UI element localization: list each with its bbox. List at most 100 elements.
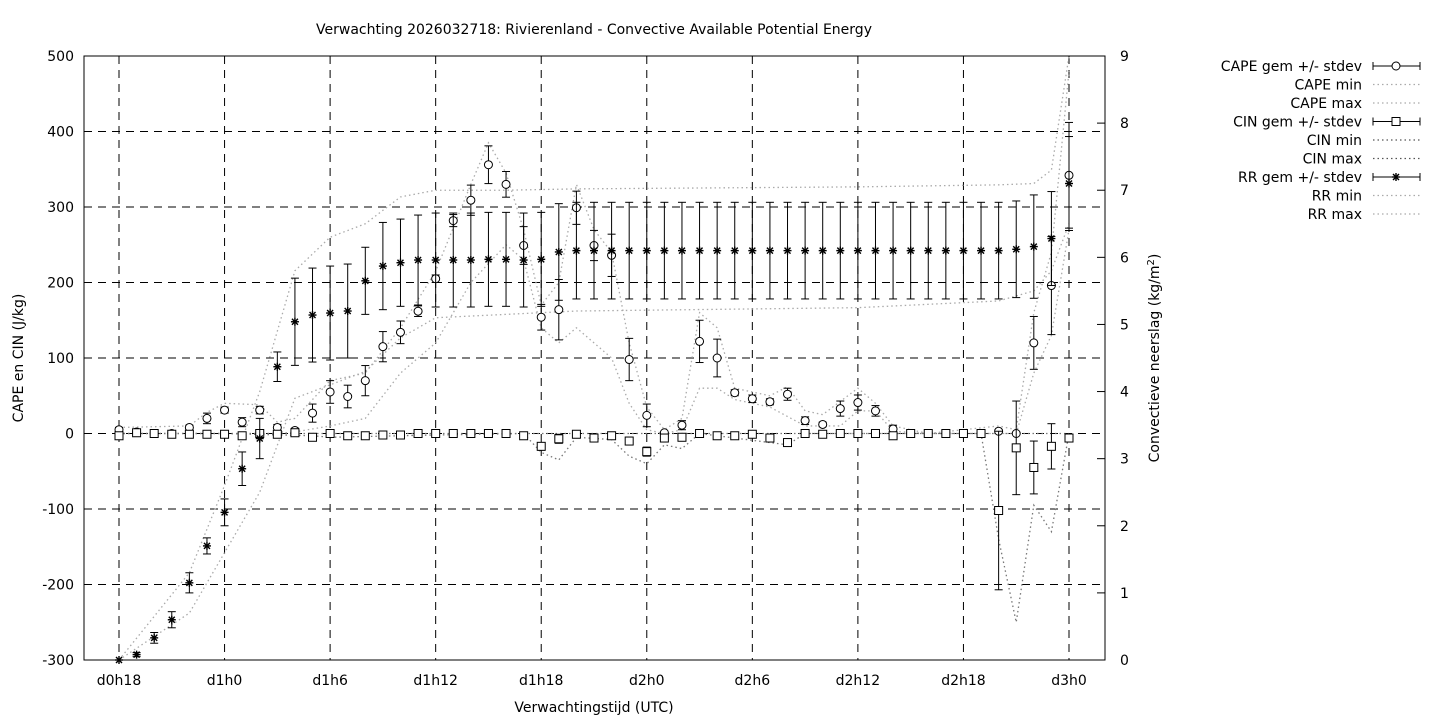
- rr-point-stroke: [185, 579, 193, 587]
- rr-point-stroke: [907, 247, 915, 255]
- x-tick-label: d2h6: [735, 673, 771, 689]
- rr-point-stroke: [819, 247, 827, 255]
- rr-point-stroke: [854, 247, 862, 255]
- cin-point: [818, 429, 828, 439]
- rr-point-stroke: [309, 311, 317, 319]
- y-axis-label: CAPE en CIN (J/kg): [11, 294, 27, 423]
- cin-point: [677, 432, 687, 442]
- cin-point: [958, 429, 968, 438]
- cape-point: [1029, 338, 1039, 348]
- cape-point: [695, 336, 705, 346]
- legend-label: CIN gem +/- stdev: [1233, 115, 1362, 131]
- rr-point-stroke: [1065, 180, 1073, 188]
- plot-frame: [83, 55, 1106, 661]
- rr-point: [1012, 245, 1021, 254]
- rr-point: [132, 650, 141, 659]
- rr-point: [414, 256, 423, 265]
- cape-point: [501, 179, 511, 189]
- envelope-rr-max: [118, 55, 1070, 661]
- rr-point-stroke: [784, 247, 792, 255]
- cape-point: [220, 405, 230, 415]
- legend-label: CAPE min: [1295, 78, 1363, 94]
- rr-point-stroke: [625, 247, 633, 255]
- rr-point-stroke: [889, 247, 897, 255]
- rr-point: [871, 246, 880, 255]
- envelope-cape-max: [118, 71, 1070, 435]
- y-tick-label: -200: [42, 578, 74, 594]
- rr-point-stroke: [1030, 243, 1038, 251]
- rr-point: [220, 508, 229, 517]
- rr-point-stroke: [836, 247, 844, 255]
- axes: -300 -200 -100 0 100 200 300 400 500 0 1 2 3 4 5 6 7 8 9 d0…: [42, 49, 1129, 689]
- rr-point-stroke: [256, 435, 264, 443]
- legend-label: RR min: [1312, 189, 1362, 205]
- cape-point: [308, 408, 318, 418]
- cape-point: [800, 416, 810, 426]
- cin-point: [712, 431, 722, 441]
- rr-point-stroke: [150, 634, 158, 642]
- y2-tick-label: 8: [1120, 116, 1129, 132]
- cin-point: [888, 431, 898, 441]
- envelope-cin-min: [119, 432, 1070, 623]
- y-tick-label: 100: [47, 351, 74, 367]
- rr-point-stroke: [221, 508, 229, 516]
- x-tick-label: d1h6: [312, 673, 348, 689]
- rr-point: [677, 246, 686, 255]
- cape-point: [818, 419, 828, 429]
- rr-point: [537, 255, 546, 264]
- rr-point: [695, 246, 704, 255]
- rr-point-stroke: [115, 656, 123, 664]
- y2-axis-label-sup: 2: [1146, 259, 1157, 265]
- cin-point: [114, 431, 124, 441]
- cin-point: [536, 441, 546, 451]
- rr-point: [783, 246, 792, 255]
- y-tick-label: 400: [47, 125, 74, 141]
- y2-tick-label: 7: [1120, 183, 1129, 199]
- rr-point-stroke: [203, 542, 211, 550]
- cape-point: [677, 420, 687, 430]
- cape-point: [730, 388, 740, 398]
- cin-point: [923, 429, 933, 438]
- cin-point: [747, 429, 757, 439]
- cin-point: [184, 429, 194, 439]
- cin-point: [519, 431, 529, 441]
- rr-point-stroke: [467, 256, 475, 264]
- rr-point: [554, 247, 563, 256]
- y2-tick-label: 3: [1120, 452, 1129, 468]
- rr-point: [202, 541, 211, 550]
- cape-point: [395, 327, 405, 337]
- y-tick-label: -100: [42, 502, 74, 518]
- rr-point: [273, 362, 282, 371]
- rr-point: [572, 246, 581, 255]
- x-tick-label: d2h12: [836, 673, 880, 689]
- x-tick-label: d2h0: [629, 673, 665, 689]
- legend-label: CIN min: [1307, 133, 1362, 149]
- rr-point-stroke: [801, 247, 809, 255]
- rr-point: [466, 256, 475, 265]
- cin-point: [272, 429, 282, 439]
- rr-point: [765, 246, 774, 255]
- rr-point: [590, 246, 598, 255]
- rr-point: [502, 255, 511, 264]
- rr-point-stroke: [608, 247, 616, 255]
- chart-title: Verwachting 2026032718: Rivierenland - C…: [316, 22, 872, 38]
- cin-point: [835, 429, 845, 438]
- cin-point: [870, 429, 880, 438]
- y-tick-label: 0: [65, 427, 74, 443]
- cin-point: [501, 429, 511, 438]
- cape-point: [747, 394, 757, 404]
- rr-point: [361, 276, 370, 285]
- legend-label: CAPE gem +/- stdev: [1221, 59, 1362, 75]
- cin-point: [325, 429, 335, 438]
- rr-point-stroke: [133, 651, 141, 659]
- rr-point-stroke: [959, 247, 967, 255]
- rr-point: [625, 246, 634, 255]
- rr-point-stroke: [238, 465, 246, 473]
- cape-point: [642, 410, 652, 420]
- rr-point-stroke: [643, 247, 651, 255]
- cin-point: [360, 431, 370, 441]
- cin-point: [906, 429, 916, 438]
- rr-point-stroke: [924, 247, 932, 255]
- rr-point-stroke: [1392, 173, 1400, 181]
- rr-point-stroke: [942, 247, 950, 255]
